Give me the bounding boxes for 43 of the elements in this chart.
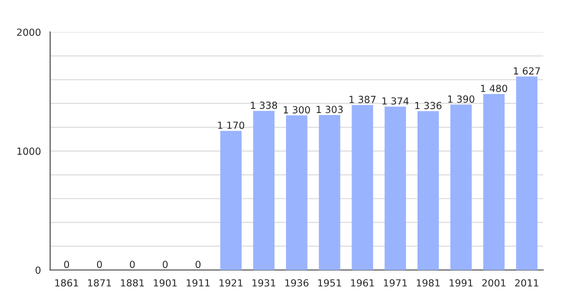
data-label: 1 170 (218, 122, 244, 129)
x-tick-label: 1931 (252, 279, 276, 287)
x-tick-label: 1951 (318, 279, 342, 287)
bar (352, 105, 374, 270)
y-tick-label: 2000 (17, 28, 40, 36)
data-label: 1 480 (481, 84, 508, 92)
x-tick-label: 1971 (384, 279, 407, 287)
bar (483, 94, 505, 270)
data-label: 1 336 (415, 102, 442, 110)
y-tick-label: 1000 (17, 148, 40, 155)
x-tick-label: 1861 (55, 279, 78, 287)
x-tick-label: 1991 (450, 279, 473, 287)
x-tick-label: 1901 (154, 279, 177, 287)
bar (318, 115, 340, 270)
bar (286, 115, 308, 270)
x-tick-label: 1911 (186, 279, 210, 287)
bar (384, 106, 406, 270)
data-label: 1 338 (250, 102, 278, 109)
x-tick-label: 2011 (515, 279, 538, 287)
x-tick-label: 1936 (285, 279, 308, 287)
x-tick-label: 1981 (416, 279, 440, 287)
bar (220, 130, 242, 270)
bar (253, 110, 274, 270)
data-label: 1 387 (350, 96, 376, 104)
data-label: 1 627 (514, 67, 540, 75)
data-label: 0 (64, 260, 70, 268)
x-tick-label: 2001 (482, 279, 506, 287)
data-label: 0 (196, 260, 201, 268)
x-tick-label: 1961 (351, 279, 374, 287)
x-tick-label: 1921 (220, 279, 242, 287)
data-label: 1 390 (448, 95, 474, 103)
bar (417, 111, 439, 270)
x-tick-label: 1881 (121, 279, 144, 287)
data-label: 1 374 (382, 97, 409, 105)
x-tick-label: 1871 (88, 279, 111, 287)
bar (450, 104, 472, 270)
y-tick-label: 0 (36, 266, 40, 274)
bar (516, 76, 538, 270)
data-label: 0 (97, 260, 102, 268)
data-label: 0 (162, 260, 168, 268)
data-label: 0 (130, 260, 135, 268)
data-label: 1 303 (316, 106, 343, 114)
data-label: 1 300 (284, 106, 310, 114)
